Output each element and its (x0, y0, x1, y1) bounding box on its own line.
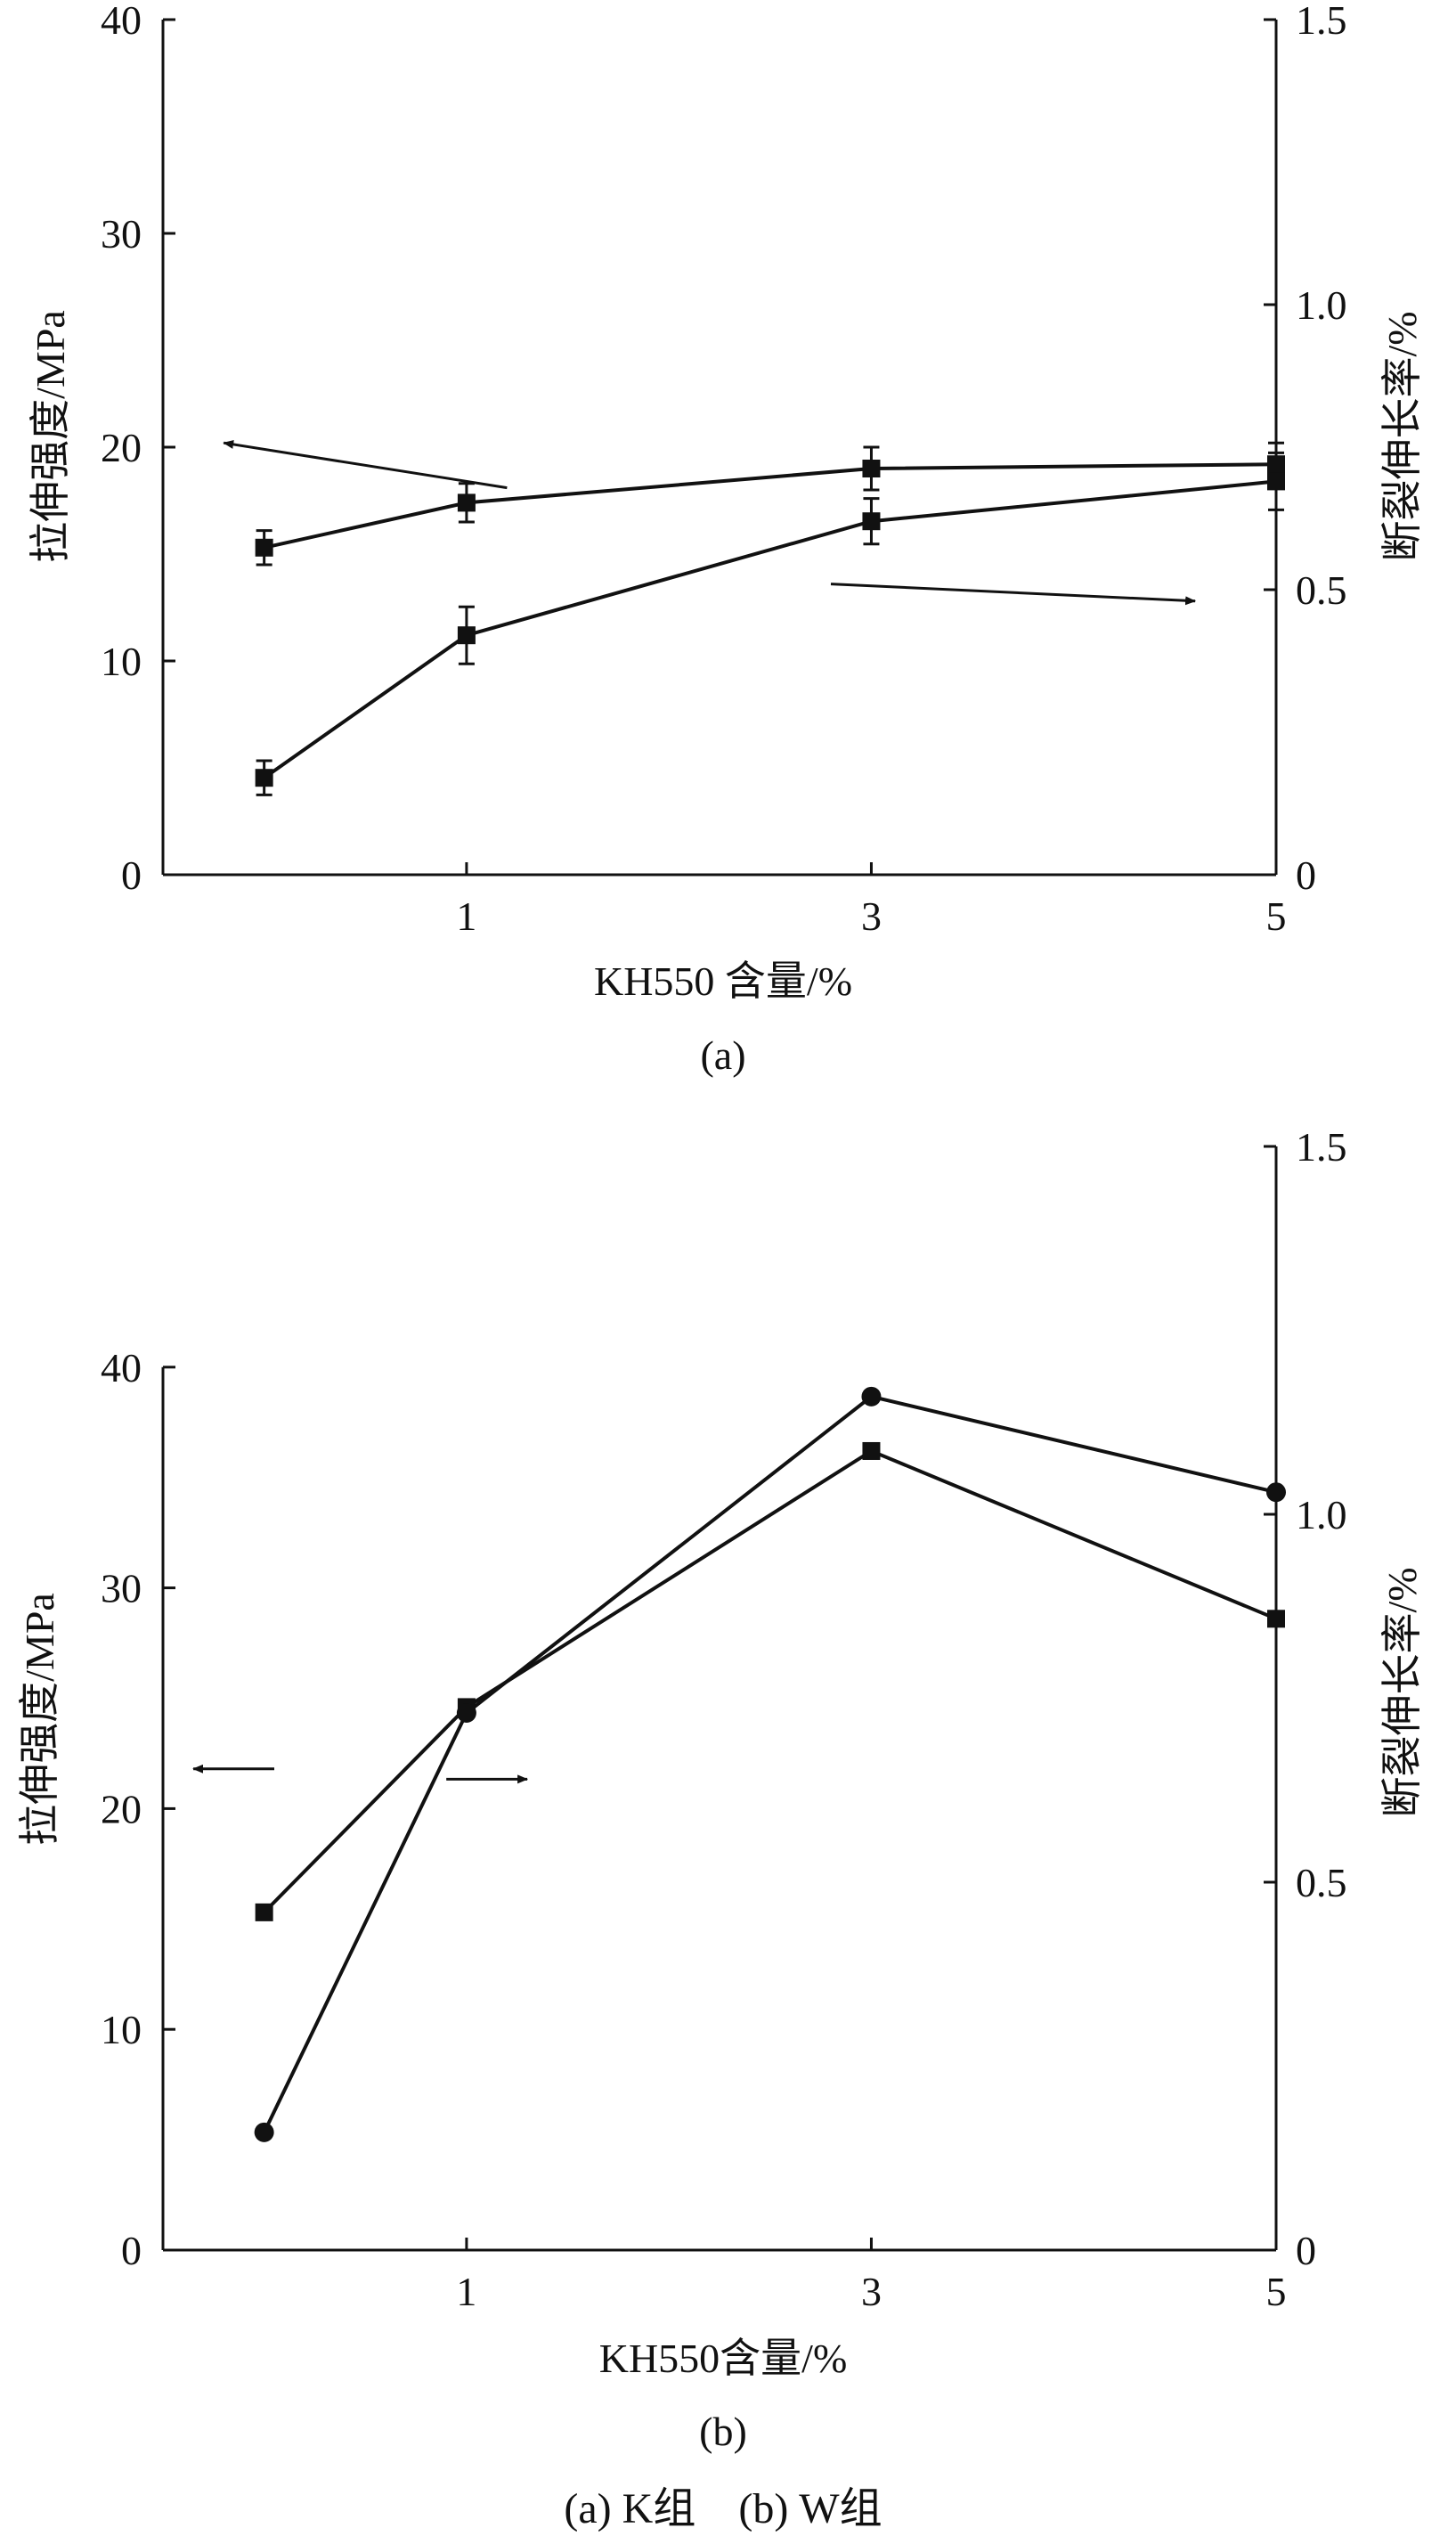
panel-a-x-tick-label: 5 (1266, 893, 1287, 939)
panel-b-series-1-point (255, 1903, 273, 1921)
panel-b-y-right-tick-label: 1.5 (1296, 1124, 1347, 1170)
panel-a-series-2-point (255, 769, 273, 787)
panel-a-axis-arrow-2 (830, 583, 1197, 606)
chart-panel-b: KH550含量/% (b) 拉伸强度/MPa 断裂伸长率/% 1 3 5010203… (17, 1124, 1425, 2454)
panel-a-ylabel-left: 拉伸强度/MPa (28, 310, 73, 563)
panel-b-series-2-point (861, 1386, 882, 1407)
panel-a-label: (a) (700, 1032, 745, 1078)
panel-b-y-left-tick-label: 10 (101, 2007, 142, 2052)
panel-a-y-left-tick-label: 10 (101, 639, 142, 684)
panel-b-series-1-point (1267, 1610, 1285, 1628)
panel-a-x-tick-label: 3 (861, 893, 882, 939)
panel-b-series-1-line (263, 1448, 1277, 1914)
panel-b-series-1-point (862, 1441, 881, 1460)
panel-b-y-right-tick-label: 0 (1296, 2228, 1316, 2273)
panel-b-y-left-tick-label: 30 (101, 1566, 142, 1611)
panel-a-x-tick-label: 1 (456, 893, 476, 939)
panel-a-series-2-point (862, 512, 881, 531)
panel-a-series-2-point (457, 626, 476, 645)
panel-b-x-tick-label: 3 (861, 2269, 882, 2314)
panel-b-series-2-point (456, 1703, 476, 1724)
panel-a-ylabel-right: 断裂伸长率/% (1379, 311, 1425, 561)
panel-a-y-left-tick-label: 0 (121, 852, 142, 898)
panel-a-y-left-tick-label: 40 (101, 0, 142, 43)
panel-a-series-1-point (862, 460, 881, 477)
panel-b-ylabel-right: 断裂伸长率/% (1379, 1567, 1425, 1817)
panel-a-series-2-point (1267, 472, 1285, 491)
panel-a-y-right-tick-label: 0 (1296, 852, 1316, 898)
panel-a-series-1-point (255, 538, 273, 557)
panel-a-y-left-tick-label: 20 (101, 425, 142, 470)
panel-b-xlabel: KH550含量/% (599, 2336, 848, 2381)
panel-a-y-right-tick-label: 0.5 (1296, 567, 1347, 613)
panel-a-y-right-tick-label: 1.5 (1296, 0, 1347, 43)
panel-a-axis-arrow-1 (223, 439, 508, 490)
chart-panel-a: KH550 含量/% (a) 拉伸强度/MPa 断裂伸长率/% 1 3 501020… (28, 0, 1425, 1078)
panel-b-x-tick-label: 5 (1266, 2269, 1287, 2314)
panel-b-series-2-line (262, 1394, 1277, 2133)
figure-caption: (a) K组 (b) W组 (564, 2485, 882, 2532)
panel-b-ylabel-left: 拉伸强度/MPa (17, 1593, 62, 1846)
panel-b-y-right-tick-label: 0.5 (1296, 1860, 1347, 1905)
panel-a-series-1-line (264, 462, 1277, 550)
panel-a-series-1-point (457, 493, 476, 512)
panel-b-series-2-point (254, 2122, 274, 2142)
panel-b-y-left-tick-label: 20 (101, 1786, 142, 1831)
panel-a-y-right-tick-label: 1.0 (1296, 282, 1347, 328)
panel-a-xlabel: KH550 含量/% (594, 958, 852, 1004)
panel-b-y-right-tick-label: 1.0 (1296, 1492, 1347, 1537)
panel-b-y-left-tick-label: 0 (121, 2228, 142, 2273)
panel-b-series-2-point (1266, 1482, 1286, 1503)
panel-a-series-2-line (263, 479, 1277, 779)
panel-a-y-left-tick-label: 30 (101, 211, 142, 257)
panel-b-y-left-tick-label: 40 (101, 1345, 142, 1390)
panel-b-label: (b) (699, 2409, 747, 2454)
panel-b-x-tick-label: 1 (456, 2269, 476, 2314)
